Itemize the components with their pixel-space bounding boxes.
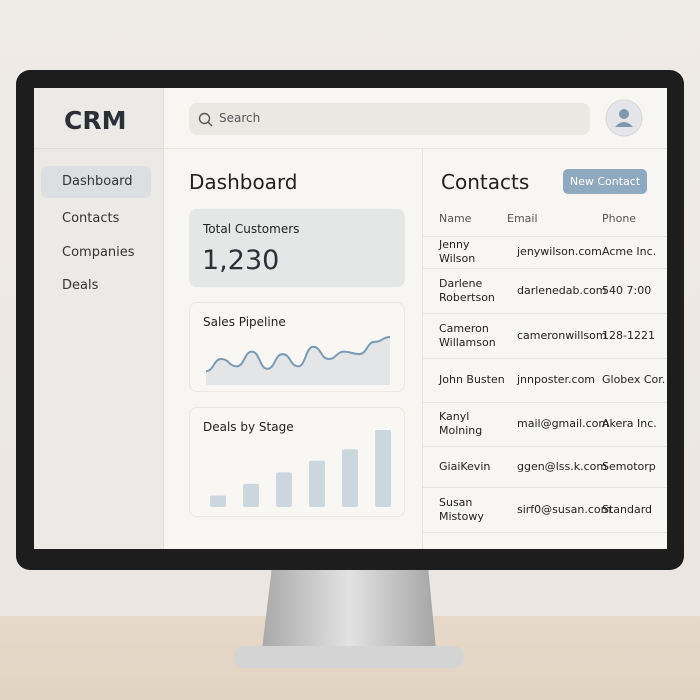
nav-item[interactable]: Companies [62, 245, 135, 260]
nav-item[interactable]: Contacts [62, 211, 120, 226]
contact-name: GiaiKevin [439, 459, 491, 473]
contact-phone: Acme Inc. [602, 245, 657, 258]
row-divider [422, 268, 667, 269]
topbar-divider [163, 148, 667, 149]
bar [243, 483, 259, 507]
stand-base [234, 646, 464, 668]
panel-title: Contacts [441, 170, 530, 194]
contact-phone: 540 7:00 [602, 283, 652, 297]
logo: CRM [64, 106, 127, 135]
panel-divider [422, 148, 423, 549]
bar [342, 449, 358, 507]
contact-email: ggen@lss.k.com [517, 459, 608, 473]
page-title: Dashboard [189, 170, 298, 194]
contact-row[interactable]: GiaiKevin ggen@lss.k.com Semotorp [422, 446, 667, 487]
screen: CRM Dashboard Contacts Companies Deals S… [34, 88, 667, 549]
contact-row[interactable]: Kanyl Molning mail@gmail.com Akera Inc. [422, 402, 667, 446]
bar [276, 472, 292, 507]
contact-row[interactable]: Jenny Wilson jenywilson.com Acme Inc. [422, 236, 667, 268]
row-divider [422, 236, 667, 237]
search-icon [198, 112, 213, 127]
sidebar-divider [34, 148, 163, 149]
bar [309, 460, 325, 507]
contact-name: Jenny Wilson [439, 238, 476, 265]
row-divider [422, 402, 667, 403]
contact-name: Susan Mistowy [439, 495, 484, 523]
contact-email: cameronwillsom [517, 328, 607, 342]
kpi-card: Total Customers 1,230 [189, 209, 405, 287]
contact-row[interactable]: Susan Mistowy sirf0@susan.com Standard [422, 487, 667, 532]
contact-row[interactable]: Cameron Willamson cameronwillsom 128-1221 [422, 313, 667, 358]
bar-chart [210, 430, 391, 507]
chart-card: Deals by Stage [189, 407, 405, 517]
contact-phone: Akera Inc. [602, 417, 657, 430]
row-divider [422, 532, 667, 533]
sparkline [205, 336, 391, 385]
nav-item[interactable]: Dashboard [41, 166, 151, 198]
new-contact-button[interactable]: New Contact [563, 169, 647, 194]
row-divider [422, 358, 667, 359]
sparkline-line [205, 336, 391, 373]
contact-phone: Standard [602, 502, 653, 516]
chart-title: Deals by Stage [203, 420, 294, 434]
contact-name: John Busten [439, 373, 505, 386]
row-divider [422, 446, 667, 447]
column-header: Phone [602, 212, 637, 225]
kpi-value: 1,230 [202, 245, 280, 276]
contact-phone: Semotorp [602, 459, 656, 473]
row-divider [422, 487, 667, 488]
contact-phone: 128-1221 [602, 328, 655, 342]
contact-row[interactable]: Darlene Robertson darlenedab.com 540 7:00 [422, 268, 667, 313]
contact-email: jnnposter.com [517, 373, 596, 386]
contact-row[interactable]: John Busten jnnposter.com Globex Cor. [422, 358, 667, 402]
contact-email: sirf0@susan.com [517, 502, 612, 516]
bar [375, 430, 391, 507]
contact-phone: Globex Cor. [602, 373, 666, 386]
avatar[interactable] [605, 99, 643, 137]
search-placeholder: Search [219, 111, 261, 125]
row-divider [422, 313, 667, 314]
chart-title: Sales Pipeline [203, 315, 286, 329]
contact-email: darlenedab.com [517, 283, 607, 297]
contact-name: Darlene Robertson [439, 276, 495, 304]
contacts-table: Name Email Phone Jenny Wilson jenywilson.com… [34, 88, 667, 549]
contact-email: jenywilson.com [517, 245, 602, 258]
contact-email: mail@gmail.com [517, 417, 610, 430]
search-bar[interactable]: Search [189, 103, 590, 135]
column-header: Email [507, 212, 538, 225]
contact-name: Cameron Willamson [439, 321, 496, 349]
nav-item[interactable]: Deals [62, 278, 99, 293]
chart-card: Sales Pipeline [189, 302, 405, 392]
sparkline-area [206, 337, 390, 385]
sidebar [34, 88, 164, 549]
stand-neck [262, 566, 436, 650]
column-header: Name [439, 212, 472, 225]
contact-name: Kanyl Molning [439, 410, 483, 437]
bar [210, 495, 226, 507]
kpi-label: Total Customers [203, 222, 300, 236]
